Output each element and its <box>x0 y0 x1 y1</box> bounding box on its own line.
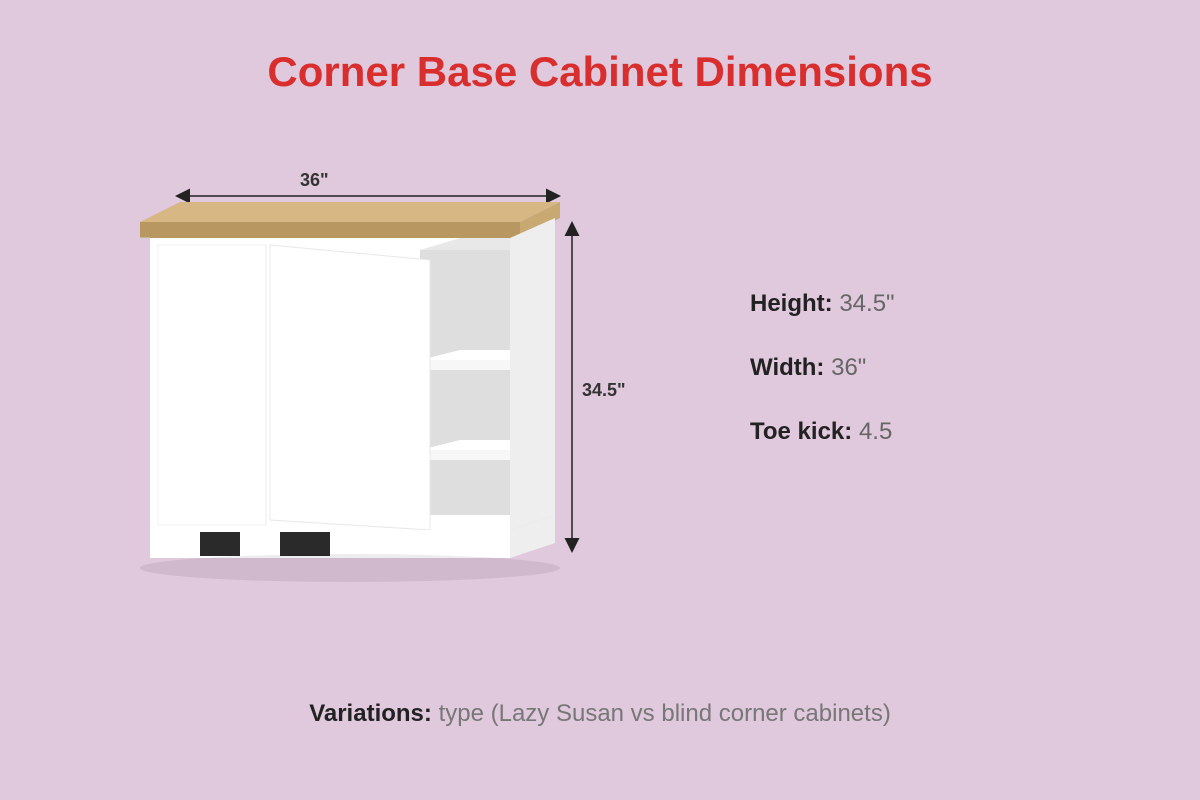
spec-toekick: Toe kick: 4.5 <box>750 418 895 446</box>
spec-width: Width: 36" <box>750 354 895 382</box>
spec-width-value: 36" <box>831 354 866 381</box>
countertop-front-edge <box>140 222 520 238</box>
variations-line: Variations: type (Lazy Susan vs blind co… <box>0 700 1200 728</box>
spec-list: Height: 34.5" Width: 36" Toe kick: 4.5 <box>750 290 895 482</box>
shadow <box>140 554 560 582</box>
countertop-top <box>140 202 560 222</box>
cabinet-door-left <box>158 245 266 525</box>
spec-width-label: Width: <box>750 354 824 381</box>
toe-kick-recess-1 <box>200 532 240 556</box>
spec-height-value: 34.5" <box>839 290 894 317</box>
cabinet-svg <box>80 160 620 620</box>
spec-toekick-label: Toe kick: <box>750 418 852 445</box>
variations-label: Variations: <box>309 700 432 727</box>
spec-toekick-value: 4.5 <box>859 418 892 445</box>
shelf-2 <box>420 450 510 460</box>
page-title: Corner Base Cabinet Dimensions <box>0 0 1200 96</box>
cabinet-diagram <box>80 160 620 620</box>
variations-value: type (Lazy Susan vs blind corner cabinet… <box>439 700 891 727</box>
cabinet-interior <box>420 250 510 515</box>
spec-height-label: Height: <box>750 290 833 317</box>
toe-kick-recess-2 <box>280 532 330 556</box>
cabinet-door-open <box>270 245 430 530</box>
spec-height: Height: 34.5" <box>750 290 895 318</box>
cabinet-side <box>510 218 555 530</box>
shelf-1 <box>420 360 510 370</box>
